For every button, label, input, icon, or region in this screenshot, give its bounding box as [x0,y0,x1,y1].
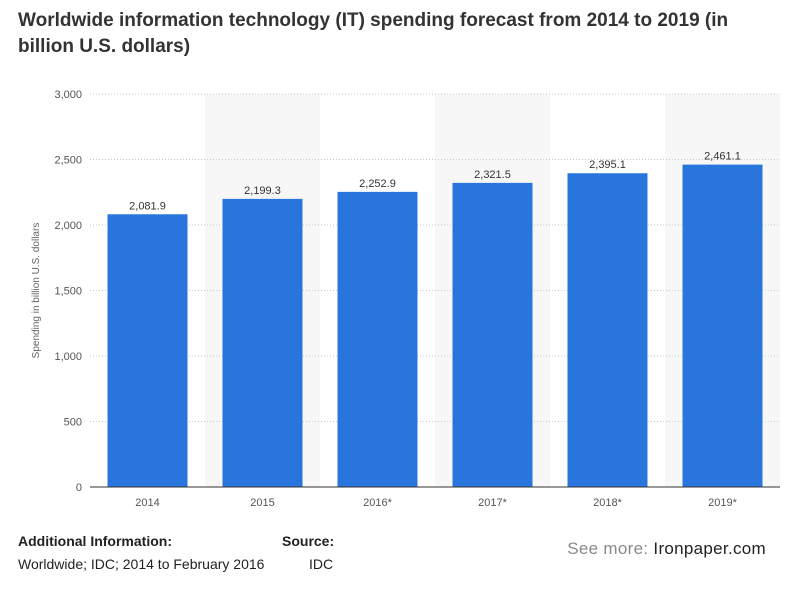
x-tick-label: 2016* [363,497,392,509]
y-tick-label: 500 [64,417,82,429]
y-tick-label: 2,500 [54,155,82,167]
see-more-site[interactable]: Ironpaper.com [653,539,766,558]
x-tick-label: 2015 [250,497,274,509]
additional-information-text: Worldwide; IDC; 2014 to February 2016 [18,556,265,572]
additional-information: Additional Information: Worldwide; IDC; … [18,533,264,572]
bar [567,173,648,488]
x-tick-label: 2018* [593,497,622,509]
bar [107,214,188,487]
bar [337,191,418,487]
x-tick-label: 2017* [478,497,507,509]
source-label: Source: [282,533,335,549]
bar-value-label: 2,461.1 [704,151,741,163]
chart-title: Worldwide information technology (IT) sp… [18,10,729,57]
x-tick-label: 2014 [135,497,159,509]
bar-value-label: 2,321.5 [474,169,511,181]
bar [682,164,763,488]
bar-value-label: 2,199.3 [244,185,281,197]
x-tick-label: 2019* [708,497,737,509]
y-tick-label: 2,000 [54,220,82,232]
bar [222,198,303,487]
y-tick-label: 3,000 [54,89,82,101]
y-tick-label: 1,000 [54,351,82,363]
y-tick-label: 1,500 [54,286,82,298]
bar-value-label: 2,081.9 [129,200,166,212]
bar-value-label: 2,252.9 [359,178,396,190]
source-block: Source: IDC [282,533,334,572]
bar [452,182,533,488]
y-axis-title: Spending in billion U.S. dollars [31,223,42,359]
y-tick-label: 0 [76,482,82,494]
bar-value-label: 2,395.1 [589,159,626,171]
source-text: IDC [309,556,334,572]
see-more-link[interactable]: See more: Ironpaper.com [567,539,766,559]
see-more-label: See more: [567,539,649,558]
additional-information-label: Additional Information: [18,533,172,549]
